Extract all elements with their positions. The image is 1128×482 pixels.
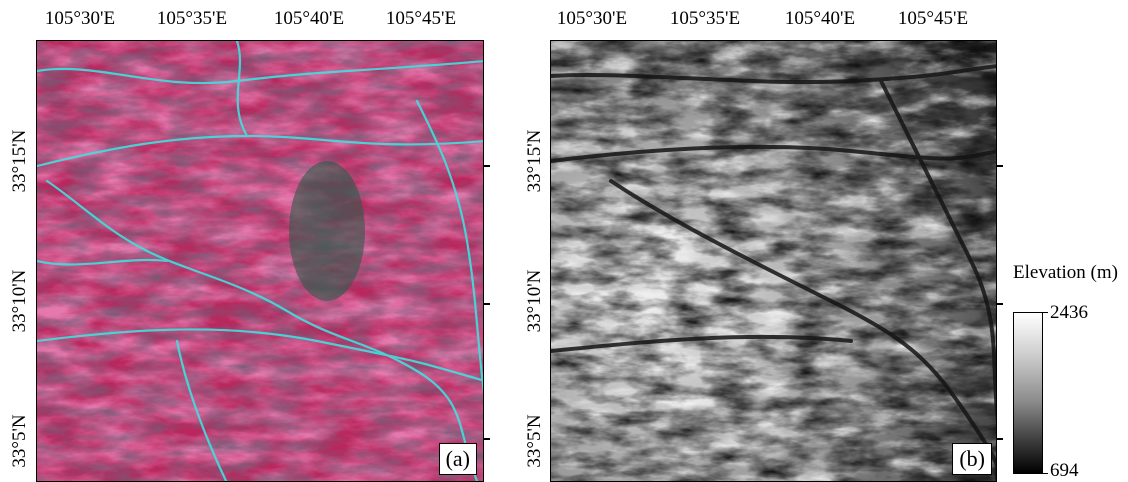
lon-label-a-2: 105°35'E	[156, 8, 228, 29]
panel-label-b: (b)	[952, 443, 992, 475]
satellite-map: (a)	[36, 40, 484, 482]
tick-b-r1	[997, 165, 1003, 167]
lon-label-b-3: 105°40'E	[784, 8, 856, 29]
tick-b-r3	[997, 438, 1003, 440]
lat-label-b-2: 33°10'N	[524, 269, 545, 333]
lat-label-a-1: 33°15'N	[9, 129, 30, 193]
dem-image	[551, 41, 996, 481]
tick-a-r1	[484, 165, 490, 167]
elevation-colorbar	[1013, 312, 1043, 474]
lat-label-b-3: 33°5'N	[524, 414, 545, 468]
valleys	[551, 64, 996, 481]
legend-min-value: 694	[1050, 460, 1079, 481]
lon-label-b-1: 105°30'E	[556, 8, 628, 29]
tick-a-r2	[484, 303, 490, 305]
legend-tick-min	[1043, 473, 1048, 474]
elevation-map: (b)	[550, 40, 997, 482]
satellite-image	[37, 41, 483, 481]
lon-label-b-4: 105°45'E	[897, 8, 969, 29]
lon-label-b-2: 105°35'E	[669, 8, 741, 29]
panel-label-a: (a)	[438, 443, 477, 475]
rivers	[37, 41, 483, 481]
legend-tick-max	[1043, 312, 1048, 313]
lat-label-a-3: 33°5'N	[9, 414, 30, 468]
lat-label-a-2: 33°10'N	[9, 269, 30, 333]
lat-label-b-1: 33°15'N	[524, 129, 545, 193]
lon-label-a-3: 105°40'E	[273, 8, 345, 29]
tick-b-r2	[997, 303, 1003, 305]
lon-label-a-1: 105°30'E	[44, 8, 116, 29]
tick-a-r3	[484, 438, 490, 440]
legend-title: Elevation (m)	[1013, 262, 1118, 283]
lon-label-a-4: 105°45'E	[385, 8, 457, 29]
legend-max-value: 2436	[1050, 302, 1088, 323]
